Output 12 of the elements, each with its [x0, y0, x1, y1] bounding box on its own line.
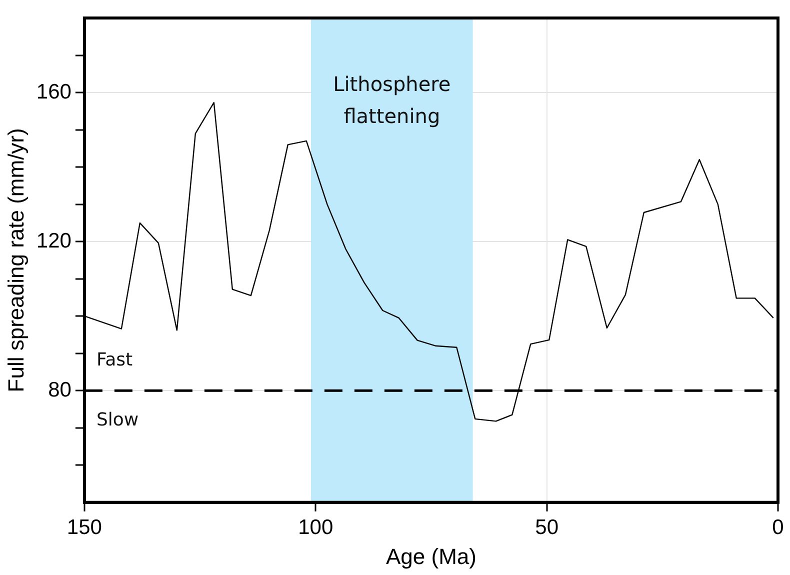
y-tick-label: 160 — [36, 80, 72, 104]
y-axis-title: Full spreading rate (mm/yr) — [3, 128, 28, 392]
annotation: Fast — [96, 349, 133, 370]
band-label: Lithosphere flattening — [333, 72, 451, 128]
x-tick-label: 0 — [772, 516, 784, 539]
y-tick-label: 80 — [48, 378, 72, 402]
x-tick-label: 100 — [298, 516, 334, 539]
x-axis-title: Age (Ma) — [386, 544, 476, 569]
x-tick-label: 50 — [535, 516, 558, 539]
annotation: Slow — [96, 409, 139, 430]
y-tick-label: 120 — [36, 229, 72, 252]
x-tick-label: 150 — [66, 516, 102, 539]
